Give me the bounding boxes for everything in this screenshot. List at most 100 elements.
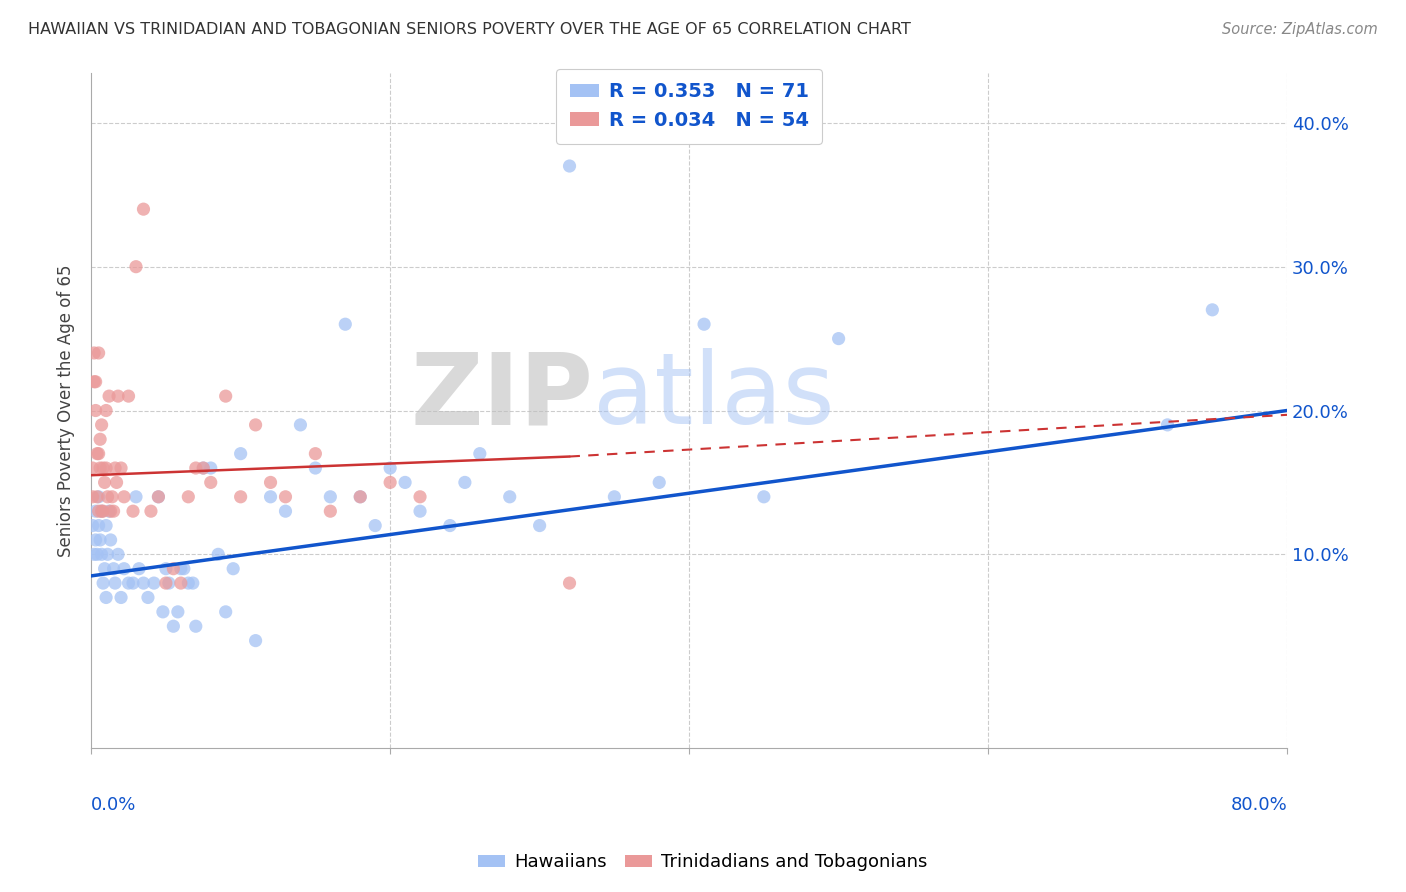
Point xyxy=(177,490,200,504)
Point xyxy=(229,490,252,504)
Point xyxy=(89,533,111,547)
Point xyxy=(349,490,371,504)
Point xyxy=(170,576,193,591)
Point xyxy=(184,461,207,475)
Point xyxy=(181,576,204,591)
Point xyxy=(87,447,110,461)
Point xyxy=(1201,302,1223,317)
Point xyxy=(125,260,148,274)
Point xyxy=(148,490,170,504)
Point xyxy=(98,389,121,403)
Point xyxy=(349,490,371,504)
Point xyxy=(394,475,416,490)
Legend: R = 0.353   N = 71, R = 0.034   N = 54: R = 0.353 N = 71, R = 0.034 N = 54 xyxy=(555,69,823,144)
Point xyxy=(155,576,177,591)
Point xyxy=(215,605,238,619)
Point xyxy=(229,447,252,461)
Point xyxy=(132,202,155,216)
Point xyxy=(117,389,139,403)
Point xyxy=(364,518,387,533)
Point xyxy=(752,490,775,504)
Point xyxy=(94,403,117,417)
Point xyxy=(83,547,105,561)
Point xyxy=(84,403,107,417)
Point xyxy=(170,562,193,576)
Point xyxy=(110,591,132,605)
Text: 0.0%: 0.0% xyxy=(91,796,136,814)
Point xyxy=(86,547,108,561)
Point xyxy=(378,461,401,475)
Point xyxy=(274,504,297,518)
Point xyxy=(83,375,105,389)
Point xyxy=(91,461,114,475)
Point xyxy=(558,576,581,591)
Point xyxy=(103,504,125,518)
Point xyxy=(468,447,491,461)
Text: atlas: atlas xyxy=(593,349,835,445)
Point xyxy=(200,475,222,490)
Point xyxy=(439,518,461,533)
Point xyxy=(162,619,184,633)
Point xyxy=(409,504,432,518)
Point xyxy=(259,475,281,490)
Point xyxy=(91,504,114,518)
Y-axis label: Seniors Poverty Over the Age of 65: Seniors Poverty Over the Age of 65 xyxy=(58,264,75,557)
Point xyxy=(107,389,129,403)
Point xyxy=(148,490,170,504)
Point xyxy=(97,547,120,561)
Point xyxy=(94,461,117,475)
Point xyxy=(94,518,117,533)
Point xyxy=(200,461,222,475)
Point xyxy=(100,533,122,547)
Legend: Hawaiians, Trinidadians and Tobagonians: Hawaiians, Trinidadians and Tobagonians xyxy=(471,847,935,879)
Point xyxy=(132,576,155,591)
Point xyxy=(91,576,114,591)
Point xyxy=(97,490,120,504)
Point xyxy=(84,504,107,518)
Point xyxy=(86,447,108,461)
Text: 80.0%: 80.0% xyxy=(1230,796,1286,814)
Point xyxy=(112,490,135,504)
Point xyxy=(90,547,112,561)
Point xyxy=(304,461,326,475)
Point xyxy=(84,375,107,389)
Point xyxy=(274,490,297,504)
Point xyxy=(529,518,551,533)
Point xyxy=(162,562,184,576)
Point xyxy=(193,461,215,475)
Point xyxy=(319,504,342,518)
Point xyxy=(110,461,132,475)
Point xyxy=(693,317,716,331)
Point xyxy=(603,490,626,504)
Point xyxy=(245,633,267,648)
Text: Source: ZipAtlas.com: Source: ZipAtlas.com xyxy=(1222,22,1378,37)
Point xyxy=(82,518,104,533)
Point xyxy=(104,576,127,591)
Point xyxy=(83,346,105,360)
Point xyxy=(103,562,125,576)
Point xyxy=(82,490,104,504)
Point xyxy=(304,447,326,461)
Point xyxy=(90,504,112,518)
Point xyxy=(157,576,180,591)
Point xyxy=(454,475,477,490)
Point xyxy=(319,490,342,504)
Point xyxy=(215,389,238,403)
Point xyxy=(112,562,135,576)
Point xyxy=(90,504,112,518)
Point xyxy=(558,159,581,173)
Point xyxy=(87,504,110,518)
Point xyxy=(125,490,148,504)
Point xyxy=(827,332,849,346)
Point xyxy=(122,504,145,518)
Point xyxy=(378,475,401,490)
Point xyxy=(1156,417,1178,432)
Point xyxy=(409,490,432,504)
Point xyxy=(335,317,357,331)
Point xyxy=(499,490,522,504)
Point xyxy=(101,490,124,504)
Point xyxy=(86,490,108,504)
Point xyxy=(93,562,115,576)
Text: ZIP: ZIP xyxy=(411,349,593,445)
Point xyxy=(104,461,127,475)
